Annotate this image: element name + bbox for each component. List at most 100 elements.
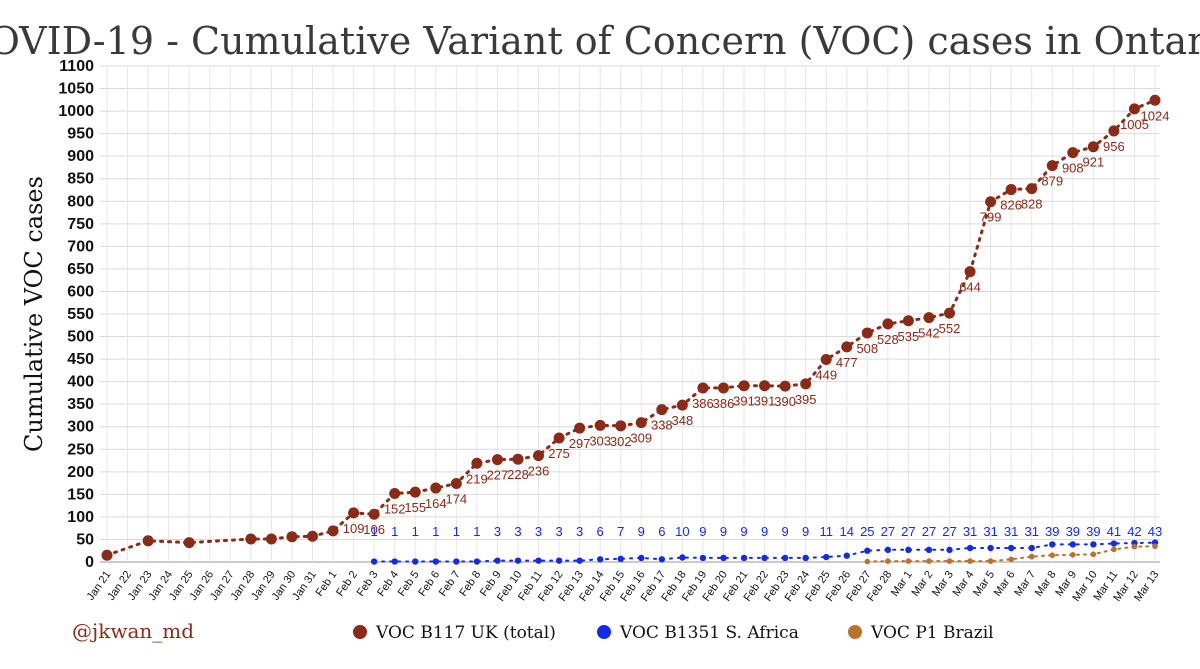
data-label: 309 [630,431,652,446]
y-tick-label: 300 [67,419,94,436]
data-point [430,482,442,494]
data-point [823,553,830,561]
y-tick-label: 850 [67,171,94,188]
data-point [679,554,686,561]
data-label: 6 [658,524,665,539]
x-tick-label: Mar 7 [1012,569,1038,599]
data-point [370,558,378,565]
data-point [1070,551,1076,558]
data-point [1152,543,1158,550]
data-point [1131,543,1138,550]
data-point [802,554,809,562]
data-label: 11 [819,524,833,539]
data-point [1049,541,1056,548]
data-point [1026,183,1038,195]
data-point [697,382,709,394]
data-point [494,557,501,564]
data-label: 508 [856,341,878,356]
data-point [512,453,524,465]
data-point [717,382,729,394]
x-tick-label: Mar 2 [909,569,935,599]
data-point [576,557,583,564]
data-label: 386 [713,396,735,411]
data-label: 956 [1103,139,1125,154]
grid [100,65,1160,563]
data-label: 31 [1024,524,1038,539]
data-point [1069,541,1077,548]
series-line [866,545,1156,563]
data-point [391,558,398,565]
credit-text: @jkwan_md [72,619,194,643]
legend-label: VOC B1351 S. Africa [619,623,799,643]
y-tick-label: 800 [67,193,94,210]
data-point [596,556,604,563]
y-tick-label: 250 [67,441,94,458]
data-label: 41 [1107,524,1121,539]
data-point [761,554,768,562]
x-tick-label: Feb 5 [396,569,422,599]
data-label: 3 [514,524,521,539]
data-point [533,450,545,462]
data-point [944,307,956,319]
y-tick-label: 600 [67,283,94,300]
data-label: 338 [651,418,673,433]
data-label: 31 [963,524,977,539]
data-point [1090,541,1097,548]
x-tick-label: Feb 3 [355,569,381,599]
y-tick-label: 100 [67,509,94,526]
data-label: 477 [836,355,858,370]
data-label: 1 [391,524,398,539]
data-point [535,557,542,564]
data-point [923,312,935,324]
data-point [617,555,624,563]
data-label: 39 [1066,524,1080,539]
data-label: 42 [1127,524,1141,539]
chart-title: COVID-19 - Cumulative Variant of Concern… [0,19,1200,63]
x-tick-label: Feb 2 [334,569,360,599]
data-label: 391 [733,394,755,409]
data-point [861,327,873,339]
y-tick-label: 50 [76,531,94,548]
data-label: 348 [672,413,694,428]
data-label: 3 [494,524,501,539]
data-point [142,535,154,547]
data-point [759,380,771,392]
data-label: 174 [445,492,467,507]
x-tick-label: Feb 7 [437,569,463,599]
data-point [964,266,976,278]
legend-label: VOC P1 Brazil [870,623,994,643]
data-label: 535 [898,329,920,344]
data-label: 644 [959,280,981,295]
data-label: 391 [754,394,776,409]
data-point [966,544,974,552]
data-label: 27 [942,524,956,539]
data-label: 27 [881,524,895,539]
data-point [902,315,914,327]
data-point [676,399,688,411]
y-tick-label: 500 [67,329,94,346]
data-point [432,558,439,565]
data-point [884,546,892,554]
x-tick-label: Feb 4 [375,569,401,599]
data-label: 303 [589,433,611,448]
data-label: 39 [1086,524,1100,539]
series-line [105,98,1157,557]
data-label: 1 [432,524,439,539]
y-tick-label: 400 [67,374,94,391]
data-point [412,558,419,565]
data-label: 828 [1021,197,1043,212]
data-point [1005,184,1017,196]
data-point [1028,544,1035,552]
data-point [1110,540,1118,547]
x-tick-label: Mar 5 [971,569,997,599]
y-tick-label: 950 [67,126,94,143]
y-tick-label: 750 [67,216,94,233]
data-point [1007,544,1015,552]
data-point [453,558,460,565]
data-point [1128,103,1140,115]
data-point [841,341,853,353]
data-point [183,537,195,549]
data-label: 921 [1083,155,1105,170]
data-point [1087,141,1099,153]
data-label: 7 [617,524,624,539]
